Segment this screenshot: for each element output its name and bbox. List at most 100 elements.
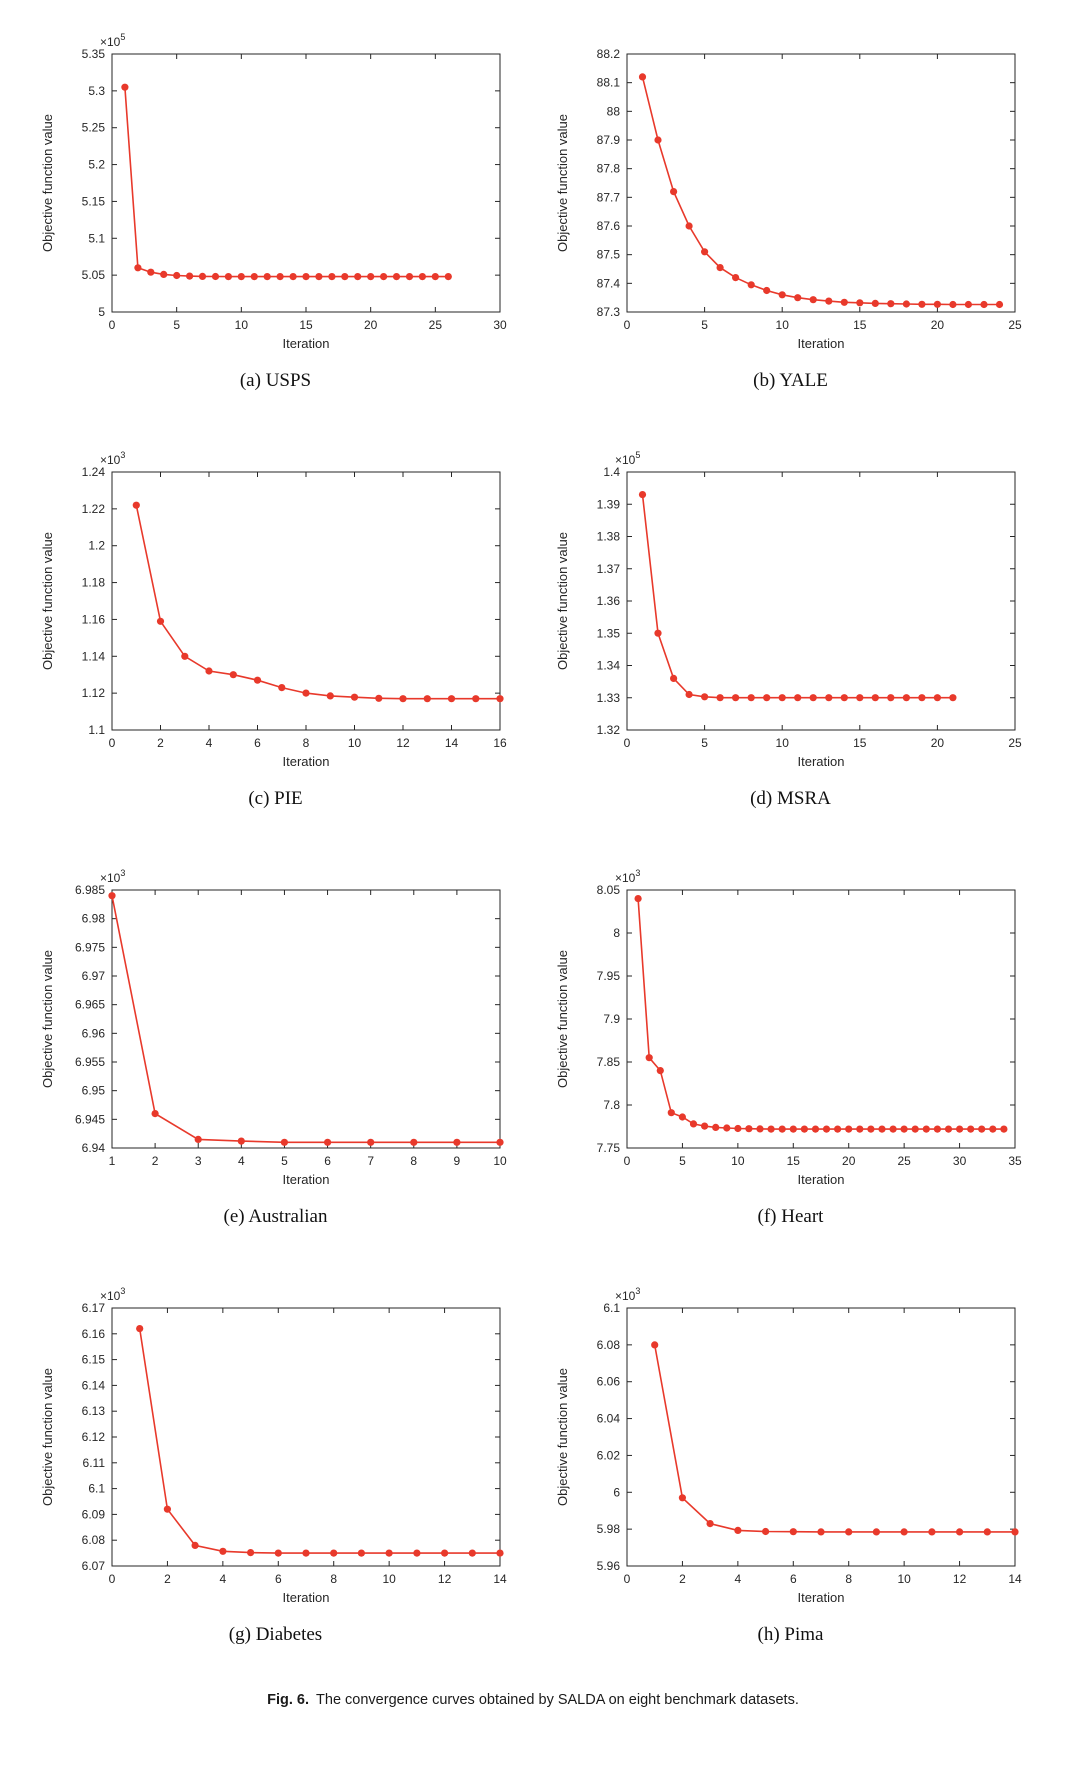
x-tick-label: 12 <box>952 1572 966 1586</box>
y-tick-label: 5.35 <box>81 47 105 61</box>
y-tick-label: 87.7 <box>596 190 620 204</box>
data-point <box>685 690 693 699</box>
x-tick-label: 0 <box>623 736 630 750</box>
data-point <box>716 264 724 272</box>
data-point <box>156 617 164 625</box>
y-tick-label: 6.955 <box>74 1055 104 1069</box>
chart-usps: 0 5 10 15 20 25 30 5 5.05 5.1 5.15 5.2 5.25 5.3 5.35 It… <box>36 26 516 360</box>
data-point <box>653 136 662 144</box>
data-point <box>329 1549 337 1557</box>
data-point <box>379 273 387 281</box>
x-tick-label: 5 <box>701 318 708 332</box>
data-point <box>398 695 407 703</box>
x-tick-label: 4 <box>734 1572 741 1586</box>
y-tick-label: 5.96 <box>596 1559 620 1573</box>
data-point <box>656 1067 664 1075</box>
x-tick-label: 5 <box>281 1154 288 1168</box>
data-point <box>722 1124 730 1132</box>
data-point <box>995 300 1003 309</box>
subplot-caption-yale: (b) YALE <box>753 370 828 391</box>
data-point <box>151 1110 159 1118</box>
data-point <box>811 1125 819 1133</box>
data-point <box>495 1549 504 1557</box>
data-point <box>653 629 662 637</box>
y-tick-label: 7.8 <box>603 1098 620 1112</box>
data-point <box>301 273 310 281</box>
x-tick-label: 25 <box>897 1154 911 1168</box>
data-point <box>886 694 894 702</box>
data-point <box>440 1549 448 1557</box>
x-tick-label: 8 <box>302 736 309 750</box>
data-point <box>816 1528 825 1536</box>
data-point <box>133 264 141 272</box>
data-point <box>948 300 956 309</box>
data-point <box>431 273 439 281</box>
y-tick-label: 1.37 <box>596 562 620 576</box>
data-point <box>237 1137 245 1145</box>
y-axis-label: Objective function value <box>40 114 55 252</box>
y-tick-label: 1.33 <box>596 691 620 705</box>
data-point <box>855 1125 863 1133</box>
data-point <box>844 1125 852 1133</box>
data-point <box>900 1528 908 1536</box>
data-point <box>366 273 374 281</box>
data-point <box>871 299 879 307</box>
y-tick-label: 1.34 <box>596 659 620 673</box>
data-point <box>902 300 910 308</box>
y-tick-label: 6.945 <box>74 1112 104 1126</box>
chart-canvas-heart: 0 5 10 15 20 25 30 35 7.75 7.8 7.85 7.9 7.95 8 8.05 Ite… <box>555 868 1022 1187</box>
data-point <box>669 674 677 682</box>
y-tick-label: 5.2 <box>88 158 105 172</box>
x-tick-label: 25 <box>1008 318 1022 332</box>
y-tick-label: 8.05 <box>596 883 620 897</box>
y-tick-label: 5 <box>98 305 105 319</box>
y-tick-label: 7.85 <box>596 1055 620 1069</box>
chart-canvas-pie: 0 2 4 6 8 10 12 14 16 1.1 1.12 1.14 1.16 1.18 1.2 1.22 1… <box>40 450 507 769</box>
data-point <box>866 1125 874 1133</box>
y-tick-label: 1.32 <box>596 723 620 737</box>
data-point <box>645 1054 653 1062</box>
data-point <box>733 1124 741 1133</box>
chart-canvas-australian: 1 2 3 4 5 6 7 8 9 10 6.94 6.945 6.95 6.955 6.96 6.965 6.… <box>40 868 507 1187</box>
y-tick-label: 1.35 <box>596 626 620 640</box>
x-tick-label: 0 <box>108 1572 115 1586</box>
data-point <box>917 694 925 702</box>
x-tick-label: 4 <box>237 1154 244 1168</box>
data-point <box>844 1528 852 1536</box>
data-point <box>840 298 848 306</box>
x-tick-label: 25 <box>1008 736 1022 750</box>
x-tick-label: 0 <box>108 736 115 750</box>
data-point <box>793 694 801 702</box>
y-tick-label: 1.22 <box>81 502 105 516</box>
data-point <box>132 501 140 509</box>
data-point <box>194 1135 202 1143</box>
x-tick-label: 16 <box>493 736 507 750</box>
chart-pima: 0 2 4 6 8 10 12 14 5.96 5.98 6 6.02 6.04 6.06 6.08 6.1 I… <box>551 1280 1031 1614</box>
data-point <box>809 694 817 702</box>
data-point <box>824 297 832 305</box>
data-point <box>988 1125 996 1133</box>
data-point <box>253 676 261 684</box>
x-tick-label: 6 <box>274 1572 281 1586</box>
y-tick-label: 6.12 <box>81 1430 105 1444</box>
data-point <box>871 694 879 702</box>
y-tick-label: 6.975 <box>74 940 104 954</box>
series-line <box>110 895 500 1144</box>
y-tick-label: 6.07 <box>81 1559 105 1573</box>
chart-canvas-pima: 0 2 4 6 8 10 12 14 5.96 5.98 6 6.02 6.04 6.06 6.08 6.1 I… <box>555 1286 1022 1605</box>
subplot-caption-msra: (d) MSRA <box>750 788 831 809</box>
x-tick-label: 2 <box>157 736 164 750</box>
chart-heart: 0 5 10 15 20 25 30 35 7.75 7.8 7.85 7.9 7.95 8 8.05 Ite… <box>551 862 1031 1196</box>
y-tick-label: 6.15 <box>81 1353 105 1367</box>
x-tick-label: 15 <box>853 318 867 332</box>
data-point <box>314 273 322 281</box>
data-point <box>185 272 193 280</box>
x-axis-label: Iteration <box>797 336 844 351</box>
data-point <box>955 1125 963 1133</box>
y-tick-label: 6.04 <box>596 1412 620 1426</box>
x-tick-label: 1 <box>108 1154 115 1168</box>
y-tick-label: 6.1 <box>88 1482 105 1496</box>
y-axis-label: Objective function value <box>555 950 570 1088</box>
data-point <box>447 695 455 703</box>
data-point <box>762 694 770 702</box>
